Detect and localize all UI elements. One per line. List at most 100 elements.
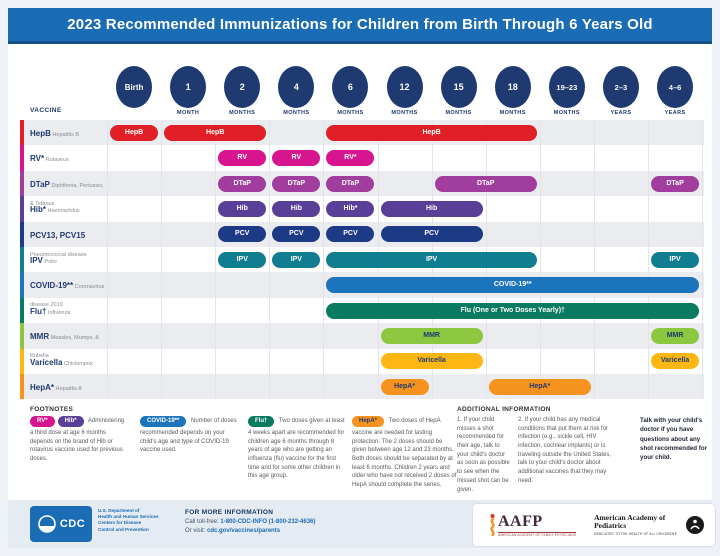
footnote-vaccine-pill: Flu†	[248, 416, 275, 427]
age-circle: 4–6	[657, 66, 694, 108]
age-circle-value: 2	[239, 82, 245, 92]
dose-bar: IPV	[218, 251, 267, 268]
age-circle: Birth	[116, 66, 153, 108]
dose-bar: HepA*	[380, 378, 429, 395]
vaccine-disease: Polio	[42, 259, 57, 265]
vaccine-disease: Coronavirus disease 2019	[30, 284, 105, 309]
dose-bar: DTaP	[434, 175, 537, 192]
age-circle-value: 19–23	[556, 82, 578, 92]
age-unit-label: YEARS	[610, 110, 632, 116]
vaccine-disease: Diphtheria, Pertussis, & Tetanus	[30, 182, 104, 207]
dose-bar: MMR	[651, 327, 700, 344]
age-unit-label: MONTHS	[499, 110, 526, 116]
vaccine-column-header: VACCINE	[30, 107, 62, 114]
dose-bar: IPV	[651, 251, 700, 268]
phone-link[interactable]: 1-800-CDC-INFO (1-800-232-4636)	[220, 519, 316, 525]
footnote-text: Number of doses recommended depends on y…	[140, 418, 237, 454]
cdc-vaccines-link[interactable]: cdc.gov/vaccines/parents	[207, 528, 281, 534]
dose-bar: Hib	[272, 200, 321, 217]
aafp-figure-icon	[490, 514, 495, 537]
vaccine-abbr: HepB	[30, 129, 51, 138]
dose-bar: RV	[272, 150, 321, 167]
vaccine-row-label: DTaP Diphtheria, Pertussis, & Tetanus	[30, 174, 106, 210]
footnotes-heading: FOOTNOTES	[30, 406, 74, 413]
age-circle: 6	[332, 66, 369, 108]
vaccine-row-label: Flu† Influenza	[30, 301, 106, 319]
row-stripe	[20, 323, 704, 349]
column-gridline	[593, 120, 595, 400]
row-color-strip	[20, 323, 24, 349]
partner-logos-box: AAFP AMERICAN ACADEMY OF FAMILY PHYSICIA…	[472, 503, 716, 547]
age-circle-value: 6	[347, 82, 353, 92]
age-circle: 12	[386, 66, 423, 108]
dose-bar: PCV	[218, 226, 267, 243]
age-circle-value: 2–3	[614, 82, 628, 92]
dose-bar: PCV	[326, 226, 375, 243]
age-circle: 15	[440, 66, 477, 108]
dose-bar: RV*	[326, 150, 375, 167]
column-gridline	[702, 120, 704, 400]
dose-bar: Hib	[380, 200, 483, 217]
dose-bar: HepB	[326, 124, 537, 141]
vaccine-abbr: DTaP	[30, 179, 50, 189]
age-circle: 1	[170, 66, 207, 108]
age-circle-value: Birth	[124, 82, 144, 92]
agency-line: U.S. Department of	[98, 508, 140, 513]
vaccine-row-label: IPV Polio	[30, 250, 106, 268]
vaccine-abbr: Hib*	[30, 205, 46, 215]
column-gridline	[161, 120, 163, 400]
age-circle-value: 18	[507, 82, 518, 92]
page-title: 2023 Recommended Immunizations for Child…	[67, 16, 653, 33]
row-color-strip	[20, 221, 24, 247]
age-unit-label: MONTHS	[229, 110, 256, 116]
dose-bar: PCV	[380, 226, 483, 243]
column-gridline	[107, 120, 108, 400]
vaccine-row-label: HepA* Hepatitis A	[30, 377, 106, 395]
age-circle: 19–23	[548, 66, 585, 108]
vaccine-disease: Measles, Mumps, & Rubella	[30, 335, 99, 360]
vaccine-abbr: Flu†	[30, 306, 47, 316]
agency-line: Health and Human Services	[98, 514, 159, 520]
age-unit-label: MONTHS	[445, 110, 472, 116]
vaccine-row-label: MMR Measles, Mumps, & Rubella	[30, 326, 106, 362]
vaccine-row-label: COVID-19** Coronavirus disease 2019	[30, 275, 106, 311]
dose-bar: COVID-19**	[326, 277, 700, 294]
vaccine-abbr: PCV13, PCV15	[30, 230, 86, 240]
column-gridline	[215, 120, 217, 400]
dose-bar: PCV	[272, 226, 321, 243]
aafp-tagline: AMERICAN ACADEMY OF FAMILY PHYSICIANS	[498, 532, 577, 537]
dose-bar: DTaP	[218, 175, 267, 192]
additional-info-item: 2. If your child has any medical conditi…	[518, 417, 612, 484]
age-circle: 2–3	[602, 66, 639, 108]
vaccine-row-label: RV* Rotavirus	[30, 148, 106, 166]
vaccine-disease: Pneumococcal disease	[30, 251, 87, 258]
aap-emblem-icon	[685, 516, 704, 534]
hhs-agency-text: U.S. Department of Health and Human Serv…	[98, 508, 159, 533]
row-color-strip	[20, 145, 24, 171]
footnote-item: Flu† Two doses given at least 4 weeks ap…	[248, 416, 346, 481]
footnote-vaccine-pill: Hib*	[57, 416, 84, 427]
dose-bar: HepA*	[488, 378, 591, 395]
footnote-item: COVID-19** Number of doses recommended d…	[140, 416, 240, 455]
call-label: Call toll-free:	[185, 519, 219, 525]
age-circle: 2	[224, 66, 261, 108]
additional-info-heading: ADDITIONAL INFORMATION	[457, 406, 551, 413]
vaccine-abbr: RV*	[30, 154, 45, 164]
vaccine-row-label: PCV13, PCV15 Pneumococcal disease	[30, 225, 106, 261]
vaccine-row-label: Varicella Chickenpox	[30, 352, 106, 370]
column-gridline	[323, 120, 325, 400]
column-gridline	[539, 120, 541, 400]
talk-with-doctor-note: Talk with your child's doctor if you hav…	[640, 417, 708, 462]
row-color-strip	[20, 120, 24, 146]
dose-bar: Hib	[218, 200, 267, 217]
age-circle-value: 12	[399, 82, 410, 92]
footnote-item: RV* Hib* Administering a third dose at ag…	[30, 416, 128, 464]
agency-line: Control and Prevention	[98, 526, 149, 532]
dose-bar: HepB	[110, 124, 159, 141]
column-gridline	[269, 120, 271, 400]
aafp-logo: AAFP AMERICAN ACADEMY OF FAMILY PHYSICIA…	[487, 513, 577, 537]
additional-info-item: 1. If your child misses a shot recommend…	[457, 417, 510, 493]
footnote-item: HepA* Two doses of HepA vaccine are need…	[352, 416, 458, 490]
column-gridline	[648, 120, 649, 400]
